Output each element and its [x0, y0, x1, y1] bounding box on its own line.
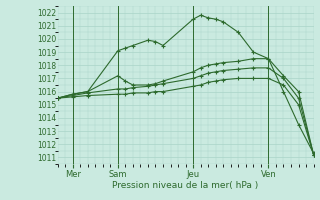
X-axis label: Pression niveau de la mer( hPa ): Pression niveau de la mer( hPa ) [112, 181, 259, 190]
